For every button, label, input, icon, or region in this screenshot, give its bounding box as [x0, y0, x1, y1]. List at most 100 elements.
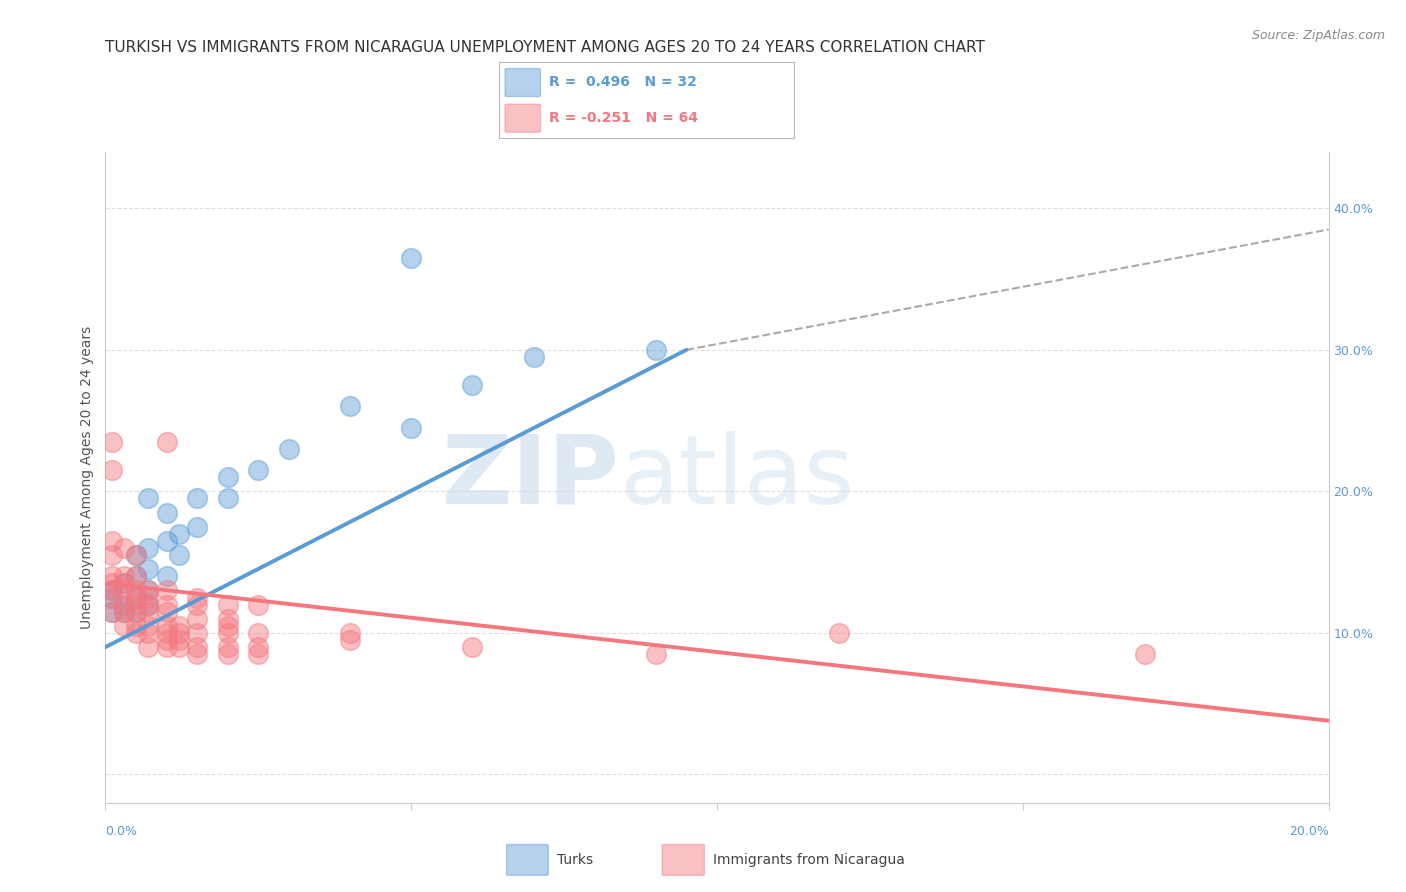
Point: [644, 343, 666, 357]
Point: [339, 400, 361, 414]
Point: [186, 491, 208, 506]
Point: [155, 569, 177, 583]
Point: [217, 598, 239, 612]
Point: [167, 626, 190, 640]
Point: [112, 541, 135, 555]
Point: [100, 591, 122, 605]
Point: [155, 626, 177, 640]
Text: Turks: Turks: [557, 853, 593, 867]
Point: [167, 619, 190, 633]
Point: [155, 633, 177, 648]
Point: [136, 605, 159, 619]
Point: [644, 647, 666, 661]
Point: [155, 605, 177, 619]
Point: [155, 619, 177, 633]
Point: [247, 626, 270, 640]
Point: [112, 576, 135, 591]
Point: [339, 626, 361, 640]
Point: [217, 647, 239, 661]
Point: [186, 626, 208, 640]
Point: [136, 640, 159, 654]
Text: Immigrants from Nicaragua: Immigrants from Nicaragua: [713, 853, 904, 867]
Point: [155, 640, 177, 654]
Point: [399, 251, 422, 265]
Point: [136, 541, 159, 555]
Point: [100, 569, 122, 583]
Point: [155, 583, 177, 598]
Point: [100, 463, 122, 477]
Point: [186, 640, 208, 654]
Point: [339, 633, 361, 648]
Point: [136, 598, 159, 612]
Point: [112, 576, 135, 591]
Point: [125, 605, 148, 619]
Point: [523, 350, 546, 364]
Point: [217, 619, 239, 633]
Point: [125, 598, 148, 612]
Point: [112, 598, 135, 612]
Point: [277, 442, 299, 456]
Point: [125, 591, 148, 605]
Text: Source: ZipAtlas.com: Source: ZipAtlas.com: [1251, 29, 1385, 42]
Text: atlas: atlas: [619, 431, 855, 524]
Point: [217, 491, 239, 506]
Point: [155, 598, 177, 612]
Point: [167, 526, 190, 541]
Point: [125, 548, 148, 562]
Point: [100, 548, 122, 562]
Point: [155, 506, 177, 520]
FancyBboxPatch shape: [505, 104, 540, 132]
Point: [186, 598, 208, 612]
Y-axis label: Unemployment Among Ages 20 to 24 years: Unemployment Among Ages 20 to 24 years: [80, 326, 94, 629]
Text: R = -0.251   N = 64: R = -0.251 N = 64: [550, 111, 699, 125]
Text: 20.0%: 20.0%: [1289, 825, 1329, 838]
Point: [100, 605, 122, 619]
Point: [167, 548, 190, 562]
Point: [125, 591, 148, 605]
Point: [100, 591, 122, 605]
Point: [186, 591, 208, 605]
Point: [100, 583, 122, 598]
Point: [217, 470, 239, 484]
Point: [136, 626, 159, 640]
Point: [167, 633, 190, 648]
Point: [155, 533, 177, 548]
Point: [125, 569, 148, 583]
Point: [136, 491, 159, 506]
Point: [125, 569, 148, 583]
Point: [136, 619, 159, 633]
Point: [155, 434, 177, 449]
Point: [136, 591, 159, 605]
Point: [217, 640, 239, 654]
Point: [125, 605, 148, 619]
FancyBboxPatch shape: [506, 845, 548, 875]
Point: [112, 605, 135, 619]
Point: [1133, 647, 1156, 661]
Text: 0.0%: 0.0%: [105, 825, 138, 838]
Point: [100, 533, 122, 548]
Point: [167, 640, 190, 654]
Point: [100, 576, 122, 591]
FancyBboxPatch shape: [662, 845, 704, 875]
Text: ZIP: ZIP: [441, 431, 619, 524]
Point: [186, 647, 208, 661]
Point: [461, 378, 484, 392]
Point: [247, 647, 270, 661]
FancyBboxPatch shape: [505, 69, 540, 96]
Point: [136, 562, 159, 576]
Point: [112, 619, 135, 633]
Text: TURKISH VS IMMIGRANTS FROM NICARAGUA UNEMPLOYMENT AMONG AGES 20 TO 24 YEARS CORR: TURKISH VS IMMIGRANTS FROM NICARAGUA UNE…: [105, 40, 986, 55]
Point: [112, 598, 135, 612]
Point: [186, 520, 208, 534]
Point: [100, 583, 122, 598]
Point: [461, 640, 484, 654]
Point: [186, 612, 208, 626]
Point: [112, 605, 135, 619]
Point: [399, 420, 422, 434]
Point: [112, 569, 135, 583]
Point: [100, 605, 122, 619]
Point: [112, 583, 135, 598]
Point: [125, 626, 148, 640]
Point: [136, 583, 159, 598]
Point: [100, 434, 122, 449]
